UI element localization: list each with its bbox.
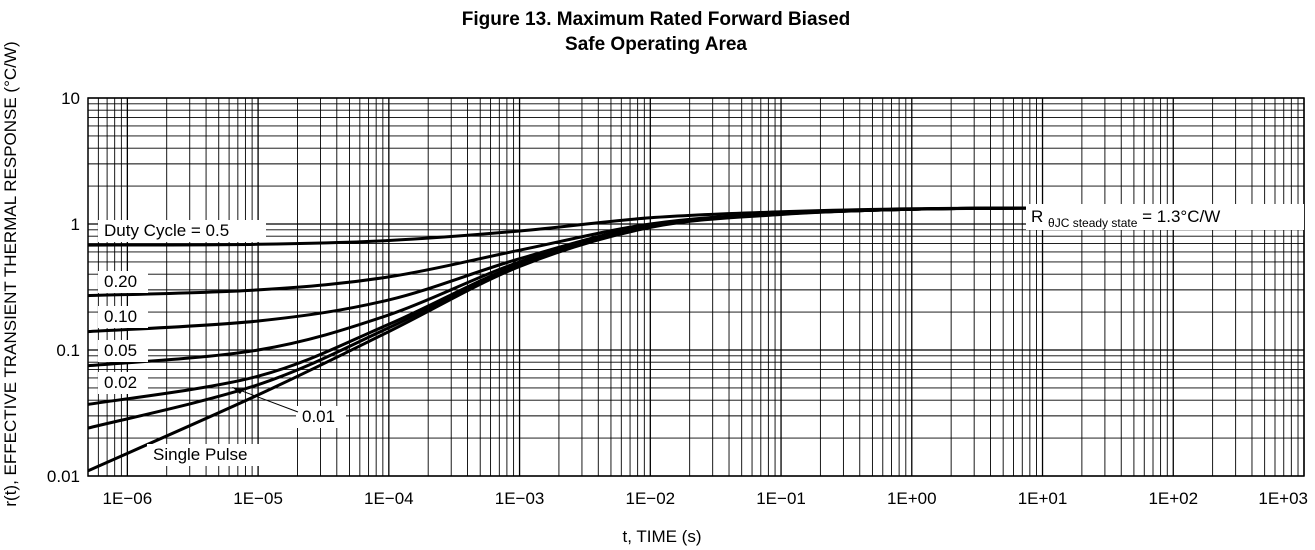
label-bg-0-10 — [98, 306, 148, 328]
x-tick-label: 1E+02 — [1148, 489, 1198, 508]
y-tick-label: 0.01 — [47, 467, 80, 486]
y-tick-label: 0.1 — [56, 341, 80, 360]
curve-label-0-20: 0.20 — [104, 272, 137, 291]
label-bg-0-02 — [98, 372, 148, 394]
rthjc-annotation-bg — [1026, 204, 1304, 230]
rthjc-annotation: R θJC steady state = 1.3°C/W — [1031, 207, 1220, 231]
curve-labels: Duty Cycle = 0.5 0.20 0.10 0.05 0.02 0.01 Sing… — [98, 204, 1304, 466]
label-bg-0-05 — [98, 340, 148, 362]
plot-border — [87, 97, 1305, 477]
x-tick-label: 1E−02 — [625, 489, 675, 508]
x-tick-label: 1E−06 — [103, 489, 153, 508]
leader-arrow-0-01 — [232, 387, 244, 394]
x-tick-label: 1E+01 — [1018, 489, 1068, 508]
leader-line-0-01 — [233, 387, 299, 413]
curve-label-0-10: 0.10 — [104, 307, 137, 326]
x-tick-label: 1E−04 — [364, 489, 414, 508]
plot-frame — [87, 97, 1305, 477]
y-tick-label: 1 — [71, 215, 80, 234]
chart-title-line1: Figure 13. Maximum Rated Forward Biased — [462, 9, 851, 30]
y-axis-label: r(t), EFFECTIVE TRANSIENT THERMAL RESPON… — [1, 41, 20, 506]
y-tick-label: 10 — [61, 89, 80, 108]
x-axis-label: t, TIME (s) — [622, 527, 701, 546]
chart-title-line2: Safe Operating Area — [565, 34, 747, 55]
x-tick-label: 1E−03 — [495, 489, 545, 508]
curve-label-single-pulse: Single Pulse — [153, 445, 248, 464]
curve-label-0-02: 0.02 — [104, 373, 137, 392]
rthjc-annotation-tail: = 1.3°C/W — [1142, 207, 1220, 226]
x-tick-label: 1E−01 — [756, 489, 806, 508]
label-bg-single-pulse — [147, 444, 287, 466]
label-bg-0-01 — [296, 406, 346, 428]
tick-labels: 1E−06 1E−05 1E−04 1E−03 1E−02 1E−01 1E+00 1E+01… — [47, 89, 1308, 508]
x-tick-label: 1E−05 — [233, 489, 283, 508]
rthjc-annotation-main: R — [1031, 207, 1043, 226]
curve-label-0-05: 0.05 — [104, 341, 137, 360]
curve-label-0-01: 0.01 — [302, 407, 335, 426]
x-tick-label: 1E+03 — [1258, 489, 1308, 508]
label-bg-0-20 — [98, 271, 148, 293]
rthjc-annotation-sub: θJC steady state — [1048, 216, 1138, 230]
grid — [87, 97, 1305, 477]
curve-label-duty-cycle-0-5: Duty Cycle = 0.5 — [104, 221, 229, 240]
label-bg-duty-cycle-0-5 — [98, 220, 266, 242]
x-tick-label: 1E+00 — [887, 489, 937, 508]
